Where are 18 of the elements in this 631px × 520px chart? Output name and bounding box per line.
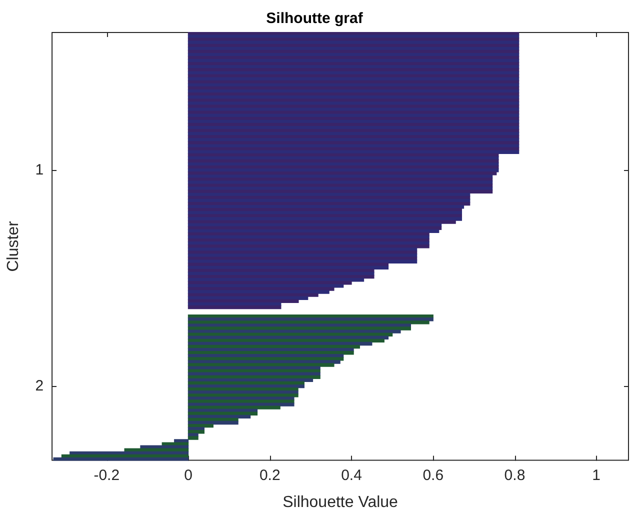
x-tick-label: 1 bbox=[592, 466, 601, 484]
x-tick-label: 0.6 bbox=[422, 466, 444, 484]
x-tick-label: 0.8 bbox=[504, 466, 526, 484]
bar bbox=[188, 332, 393, 336]
bar bbox=[162, 442, 189, 446]
bar bbox=[188, 305, 282, 310]
bar bbox=[188, 436, 198, 440]
x-tick-label: 0.2 bbox=[259, 466, 280, 484]
y-axis-title: Cluster bbox=[5, 220, 22, 272]
bar bbox=[188, 430, 204, 434]
x-axis-title: Silhouette Value bbox=[282, 494, 398, 511]
y-tick-label: 2 bbox=[35, 377, 44, 394]
x-tick-label: -0.2 bbox=[94, 466, 120, 484]
x-tick-label: 0 bbox=[184, 466, 192, 484]
bar bbox=[188, 369, 320, 373]
chart-title: Silhoutte graf bbox=[266, 10, 364, 28]
x-tick-label: 0.4 bbox=[341, 466, 362, 484]
bar bbox=[188, 406, 280, 410]
